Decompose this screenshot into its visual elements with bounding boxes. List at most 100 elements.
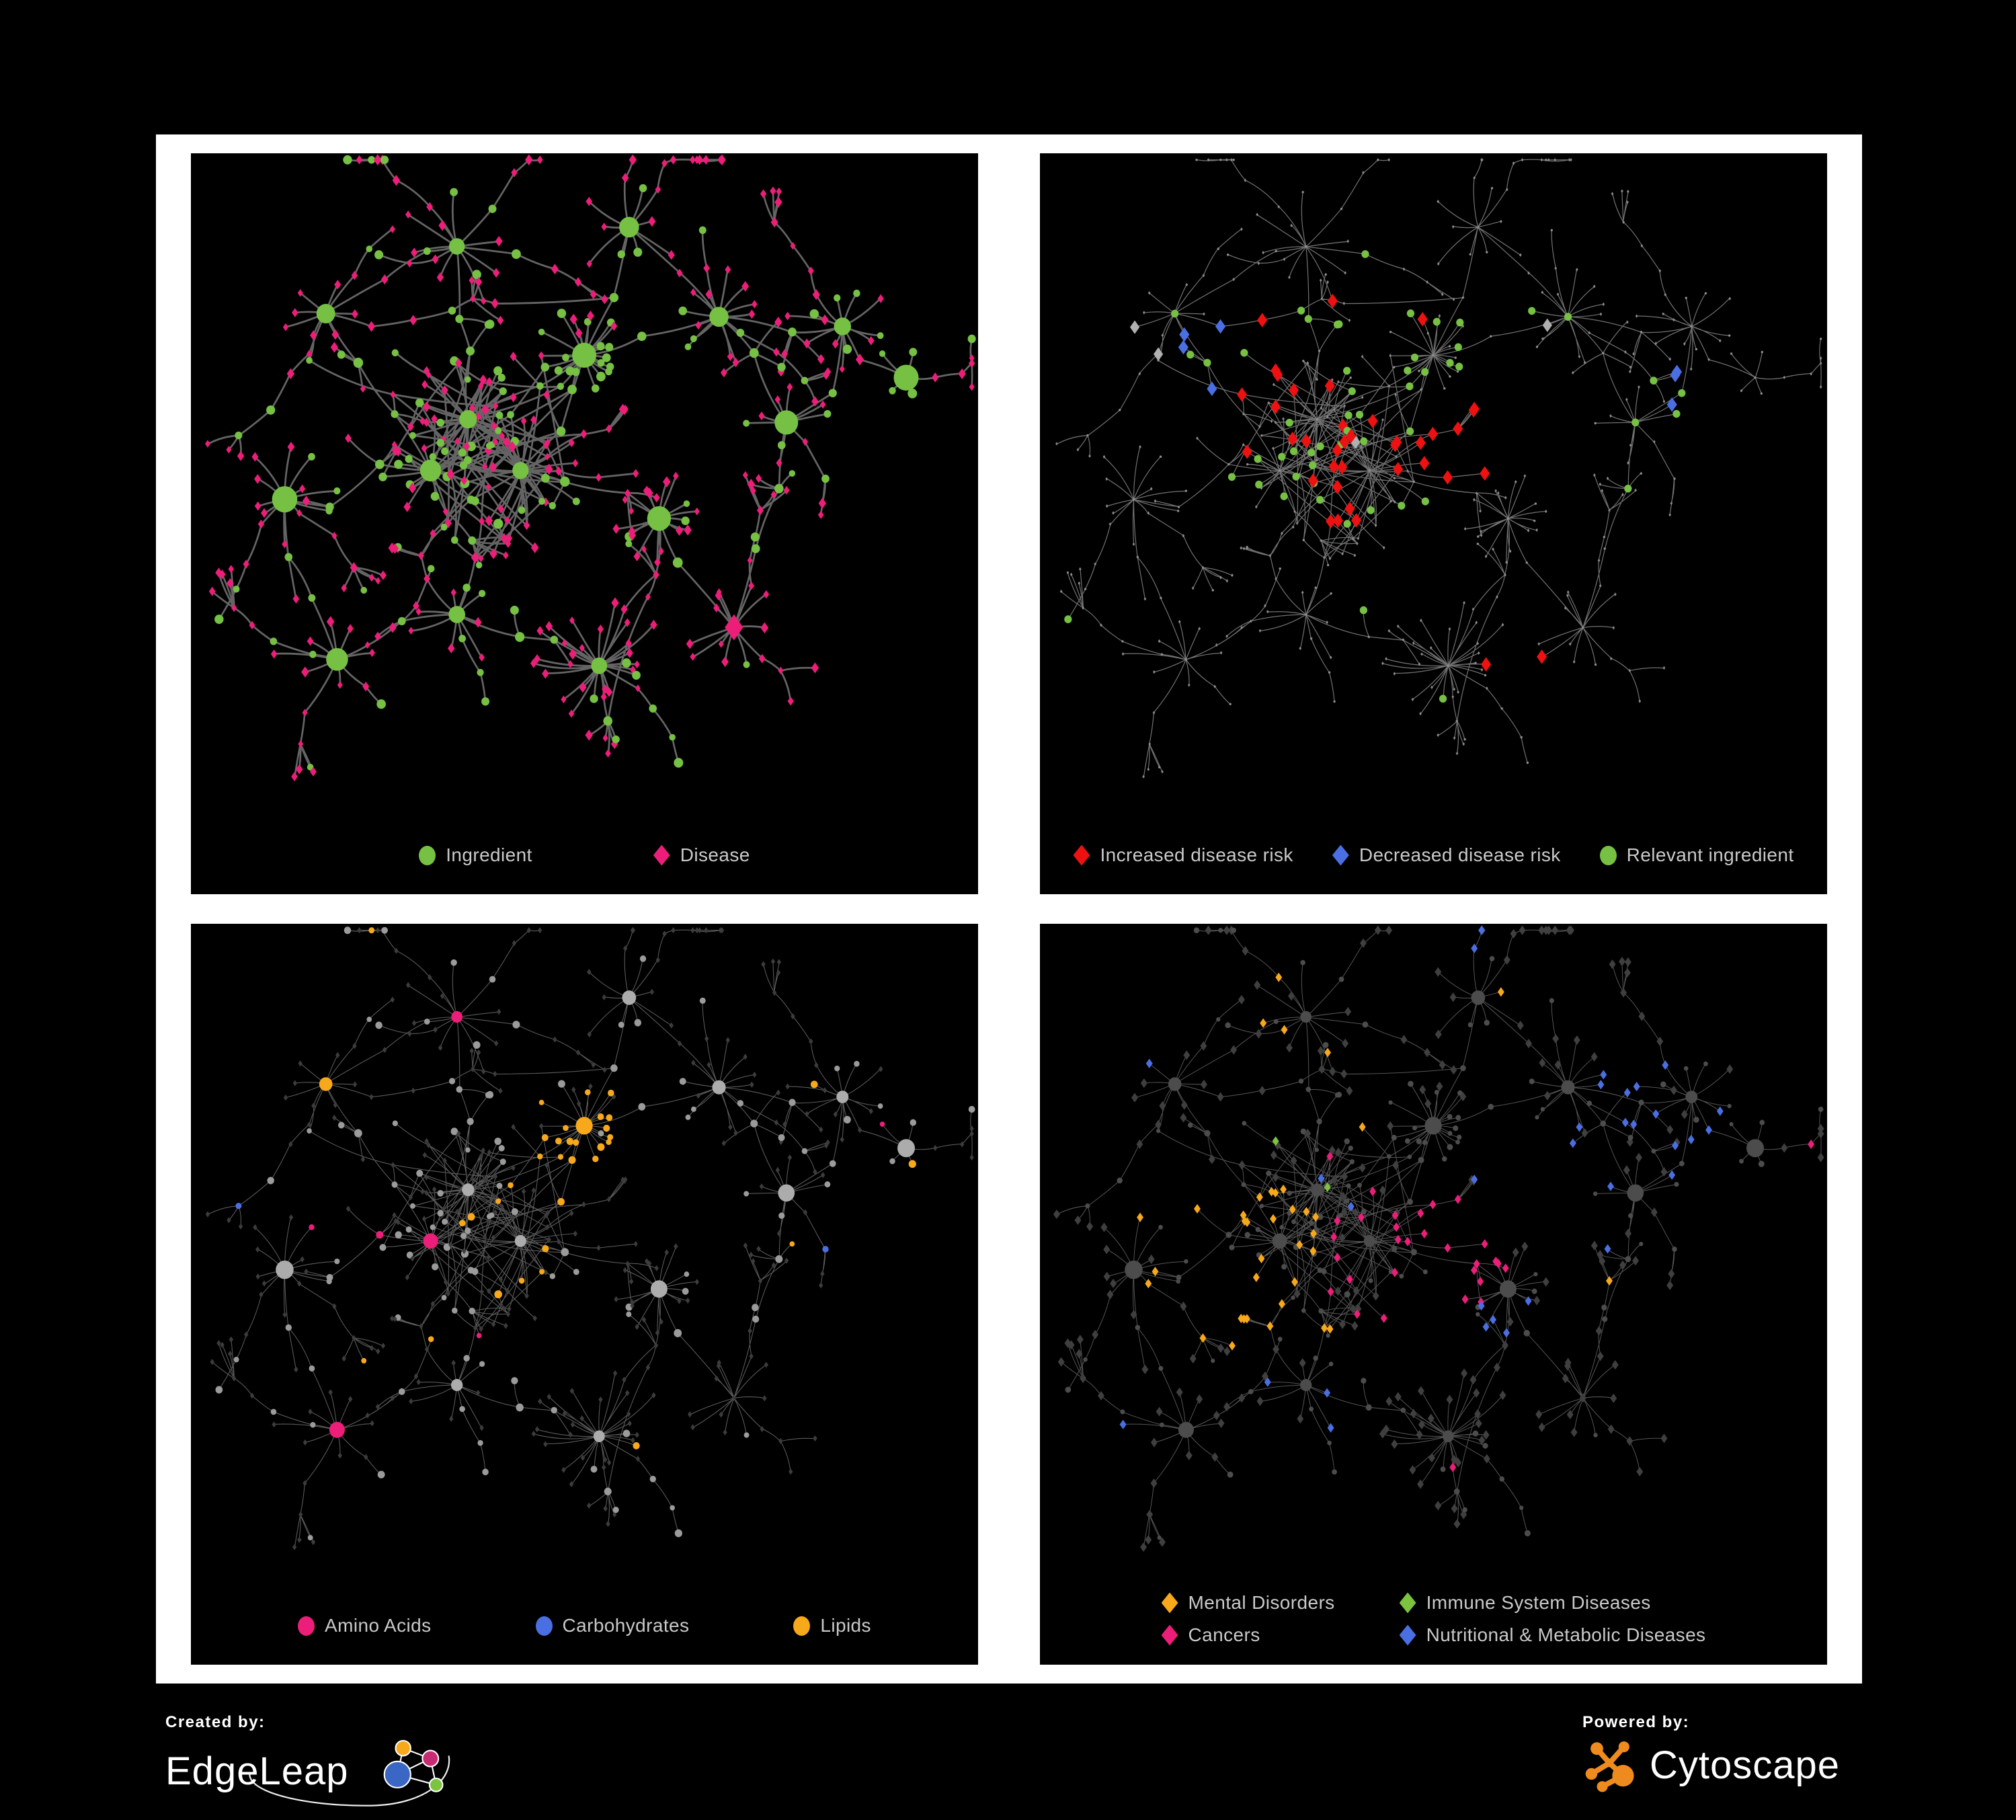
network-node [448, 643, 455, 654]
network-node [969, 1125, 974, 1132]
network-node [1260, 434, 1263, 437]
network-node [1497, 987, 1504, 997]
network-node [1100, 1222, 1108, 1232]
network-node [1326, 415, 1329, 419]
network-node [671, 927, 676, 934]
network-node [932, 372, 939, 383]
network-node [1448, 627, 1451, 631]
network-node [1668, 1170, 1676, 1180]
network-node [1416, 1138, 1422, 1144]
network-node [721, 656, 729, 668]
network-node [683, 500, 690, 508]
network-node [719, 927, 725, 934]
network-node [257, 519, 265, 529]
network-node [337, 350, 346, 359]
network-node [491, 1234, 495, 1241]
network-node [1059, 590, 1063, 594]
legend-item-carbohydrates: Carbohydrates [535, 1615, 690, 1636]
network-node [717, 1359, 721, 1366]
network-node [450, 1127, 458, 1136]
network-node [1609, 959, 1616, 970]
network-node [1307, 473, 1318, 488]
network-node [676, 525, 684, 536]
network-node [1432, 354, 1435, 357]
network-node [611, 597, 619, 608]
network-node [375, 927, 380, 934]
network-node [1153, 670, 1156, 674]
network-node [390, 391, 396, 399]
network-node [1272, 1136, 1279, 1146]
network-node [1624, 350, 1627, 354]
network-node [1512, 161, 1515, 165]
network-node [337, 1121, 345, 1129]
network-node [1484, 1019, 1490, 1026]
network-node [969, 383, 975, 391]
network-node [486, 1254, 491, 1261]
network-node [405, 982, 411, 988]
network-node [1636, 1466, 1644, 1477]
network-node [1544, 510, 1547, 514]
network-node [493, 366, 503, 376]
network-node [496, 1183, 503, 1189]
network-node [1627, 1184, 1644, 1202]
network-node [1340, 207, 1343, 210]
network-node [1541, 338, 1544, 340]
network-node [421, 380, 428, 389]
network-node [292, 1544, 297, 1550]
network-node [486, 1091, 494, 1099]
network-node [623, 1176, 628, 1183]
edge-layer [208, 929, 973, 1548]
network-node [441, 1206, 446, 1213]
network-node [298, 1060, 303, 1067]
network-node [369, 1345, 374, 1351]
network-node [525, 154, 533, 165]
network-node [622, 1429, 631, 1437]
network-node [569, 648, 577, 660]
network-node [352, 1043, 357, 1050]
network-node [1613, 592, 1617, 596]
network-node [1470, 1265, 1478, 1275]
network-node [1453, 687, 1456, 691]
network-node [542, 440, 550, 450]
network-node [1593, 1433, 1598, 1437]
network-node [375, 1021, 382, 1029]
network-node [1349, 1159, 1355, 1164]
network-node [1355, 541, 1359, 546]
network-node [1540, 158, 1543, 162]
network-node [1329, 656, 1332, 660]
network-node [479, 1288, 484, 1295]
network-node [559, 476, 570, 487]
network-node [455, 315, 464, 323]
network-node [538, 328, 545, 335]
network-node [908, 1160, 916, 1169]
network-node [573, 1230, 578, 1237]
network-node [424, 573, 430, 584]
network-node [1184, 658, 1188, 661]
network-node [626, 1411, 631, 1417]
network-node [530, 415, 537, 425]
network-node [1474, 662, 1477, 664]
network-node [1810, 372, 1813, 376]
network-node [1595, 1326, 1603, 1336]
network-node [284, 553, 293, 561]
network-node [1290, 1156, 1297, 1166]
network-node [1393, 462, 1404, 477]
network-node [1088, 454, 1091, 458]
network-node [270, 1409, 277, 1415]
network-node [877, 1103, 883, 1109]
network-node [677, 1040, 682, 1047]
network-node [1211, 1452, 1219, 1462]
network-node [572, 342, 597, 368]
network-node [1554, 266, 1558, 270]
network-node [442, 1157, 447, 1164]
network-node [1353, 1309, 1361, 1319]
network-node [1361, 1209, 1367, 1215]
network-node [1716, 1106, 1724, 1116]
network-node [1406, 469, 1409, 473]
network-node [1477, 1276, 1484, 1287]
network-node [1225, 579, 1229, 583]
network-node [1436, 1081, 1443, 1091]
legend-label: Carbohydrates [562, 1615, 690, 1636]
network-node [1517, 1021, 1524, 1031]
network-node [1383, 1424, 1390, 1434]
